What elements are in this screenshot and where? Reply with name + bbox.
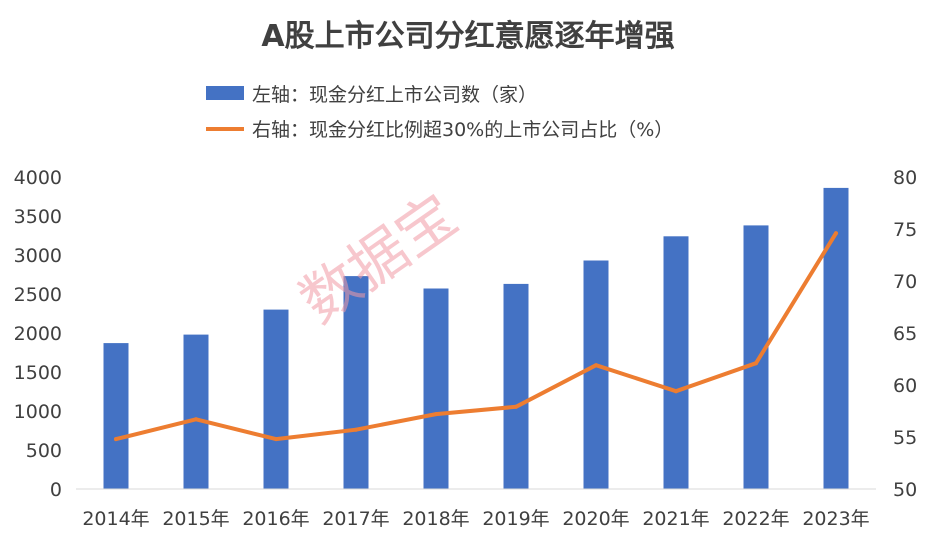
right-tick-label: 80 — [893, 167, 917, 189]
line-path — [114, 231, 838, 442]
left-tick-label: 1500 — [14, 362, 62, 384]
line-point-2023年 — [834, 231, 838, 236]
x-tick-label: 2014年 — [82, 508, 149, 530]
line-point-2018年 — [434, 412, 438, 417]
right-axis: 50 55 60 65 70 75 80 — [893, 167, 917, 501]
right-tick-label: 75 — [893, 219, 917, 241]
x-tick-label: 2023年 — [802, 508, 869, 530]
legend-line-label: 右轴：现金分红比例超30%的上市公司占比（%） — [252, 119, 673, 141]
line-point-2020年 — [594, 363, 598, 368]
x-tick-label: 2019年 — [482, 508, 549, 530]
x-tick-label: 2017年 — [322, 508, 389, 530]
line-point-2017年 — [354, 427, 358, 432]
x-axis: 2014年 2015年 2016年 2017年 2018年 2019年 2020年 2021年… — [82, 508, 869, 530]
line-series — [114, 231, 838, 442]
chart-title: A股上市公司分红意愿逐年增强 — [261, 19, 674, 54]
legend: 左轴：现金分红上市公司数（家） 右轴：现金分红比例超30%的上市公司占比（%） — [206, 84, 673, 141]
right-tick-label: 65 — [893, 323, 917, 345]
line-point-2022年 — [754, 361, 758, 366]
x-tick-label: 2022年 — [722, 508, 789, 530]
bar-2016年 — [263, 309, 289, 489]
bar-2019年 — [503, 283, 529, 489]
line-point-2015年 — [194, 417, 198, 422]
legend-bar-label: 左轴：现金分红上市公司数（家） — [252, 84, 537, 106]
x-tick-label: 2016年 — [242, 508, 309, 530]
right-tick-label: 60 — [893, 375, 917, 397]
left-tick-label: 0 — [50, 479, 62, 501]
legend-bar-swatch — [206, 86, 244, 100]
bar-2014年 — [103, 343, 129, 489]
left-tick-label: 1000 — [14, 401, 62, 423]
bar-series — [103, 187, 849, 489]
right-tick-label: 70 — [893, 271, 917, 293]
left-tick-label: 4000 — [14, 167, 62, 189]
bar-2018年 — [423, 288, 449, 489]
bar-2020年 — [583, 260, 609, 489]
left-tick-label: 3500 — [14, 206, 62, 228]
x-tick-label: 2020年 — [562, 508, 629, 530]
x-tick-label: 2021年 — [642, 508, 709, 530]
line-point-2014年 — [114, 437, 118, 442]
right-tick-label: 55 — [893, 427, 917, 449]
x-tick-label: 2015年 — [162, 508, 229, 530]
bar-2021年 — [663, 236, 689, 489]
left-tick-label: 500 — [26, 440, 62, 462]
line-point-2016年 — [274, 437, 278, 442]
line-point-2019年 — [514, 404, 518, 409]
bar-2022年 — [743, 225, 769, 489]
left-tick-label: 2000 — [14, 323, 62, 345]
left-tick-label: 2500 — [14, 284, 62, 306]
right-tick-label: 50 — [893, 479, 917, 501]
bar-2017年 — [343, 276, 369, 489]
bar-2023年 — [823, 187, 849, 489]
line-point-2021年 — [674, 389, 678, 394]
left-axis: 0 500 1000 1500 2000 2500 3000 3500 4000 — [14, 167, 62, 501]
bar-2015年 — [183, 334, 209, 489]
left-tick-label: 3000 — [14, 245, 62, 267]
x-tick-label: 2018年 — [402, 508, 469, 530]
